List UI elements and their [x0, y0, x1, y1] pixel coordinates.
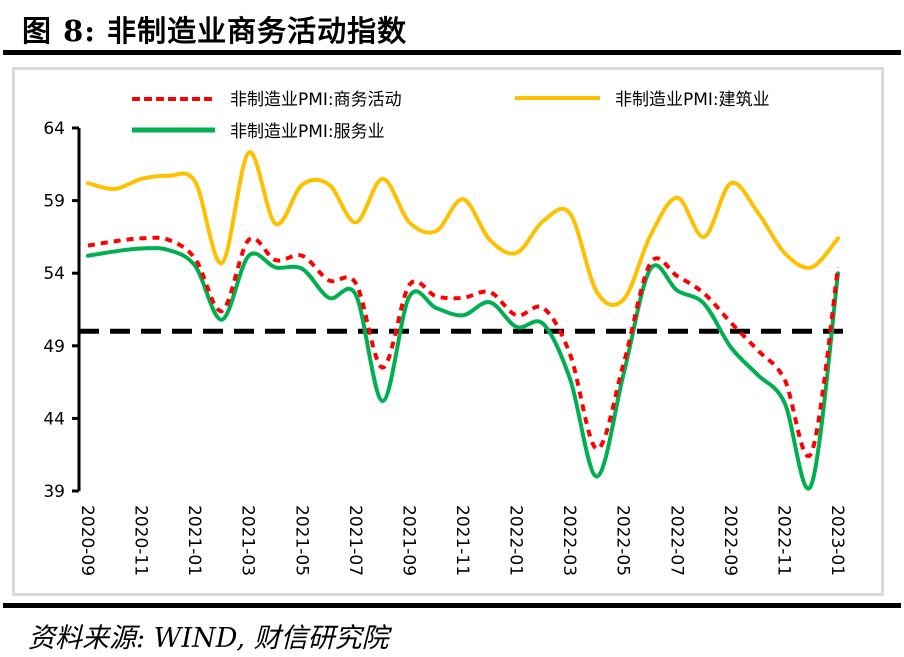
x-tick-label: 2022-07	[666, 505, 686, 576]
y-tick-label: 54	[43, 264, 65, 284]
legend-label-services: 非制造业PMI:服务业	[230, 122, 385, 142]
legend-label-construction: 非制造业PMI:建筑业	[615, 90, 770, 110]
x-tick-label: 2022-03	[559, 505, 579, 576]
x-tick-label: 2021-01	[184, 505, 204, 576]
source-note: 资料来源: WIND, 财信研究院	[28, 623, 389, 654]
x-tick-label: 2022-01	[506, 505, 526, 576]
figure-title: 图 8: 非制造业商务活动指数	[22, 14, 408, 48]
x-tick-label: 2020-11	[131, 505, 151, 576]
x-axis: 2020-09 2020-11 2021-01 2021-03 2021-05 2021-…	[77, 505, 847, 576]
y-tick-label: 64	[43, 119, 65, 139]
x-tick-label: 2023-01	[827, 505, 847, 576]
series-group	[86, 150, 840, 491]
y-tick-label: 59	[43, 192, 65, 212]
legend: 非制造业PMI:商务活动 非制造业PMI:建筑业 非制造业PMI:服务业	[132, 90, 770, 142]
x-tick-label: 2021-09	[398, 505, 418, 576]
y-tick-label: 39	[43, 482, 65, 502]
x-tick-label: 2021-05	[291, 505, 311, 576]
x-tick-label: 2022-05	[613, 505, 633, 576]
series-construction	[86, 150, 840, 307]
top-rule	[3, 50, 901, 55]
x-tick-label: 2020-09	[77, 505, 97, 576]
y-axis: 64 59 54 49 44 39	[43, 119, 81, 502]
x-tick-label: 2021-11	[452, 505, 472, 576]
x-tick-label: 2021-07	[345, 505, 365, 576]
y-tick-label: 44	[43, 409, 65, 429]
series-services	[86, 246, 840, 491]
x-tick-label: 2021-03	[238, 505, 258, 576]
legend-label-business: 非制造业PMI:商务活动	[230, 90, 402, 110]
x-tick-label: 2022-09	[720, 505, 740, 576]
y-tick-label: 49	[43, 337, 65, 357]
x-tick-label: 2022-11	[773, 505, 793, 576]
series-business-activity	[87, 235, 840, 459]
bottom-rule	[3, 603, 901, 608]
